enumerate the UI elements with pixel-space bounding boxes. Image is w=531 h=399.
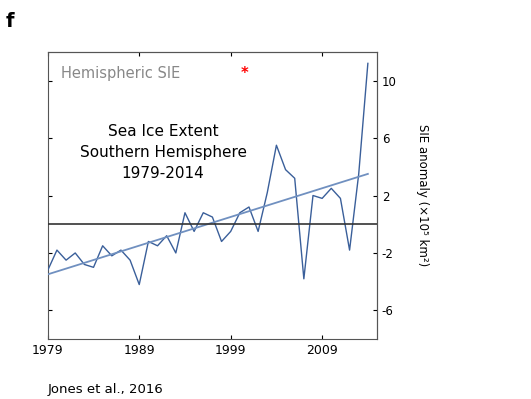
Y-axis label: SIE anomaly (×10⁵ km²): SIE anomaly (×10⁵ km²) [416,124,429,267]
Text: Hemispheric SIE: Hemispheric SIE [61,66,180,81]
Text: *: * [241,66,248,81]
Text: f: f [5,12,14,31]
Text: Sea Ice Extent
Southern Hemisphere
1979-2014: Sea Ice Extent Southern Hemisphere 1979-… [80,124,246,181]
Text: Jones et al., 2016: Jones et al., 2016 [48,383,164,396]
